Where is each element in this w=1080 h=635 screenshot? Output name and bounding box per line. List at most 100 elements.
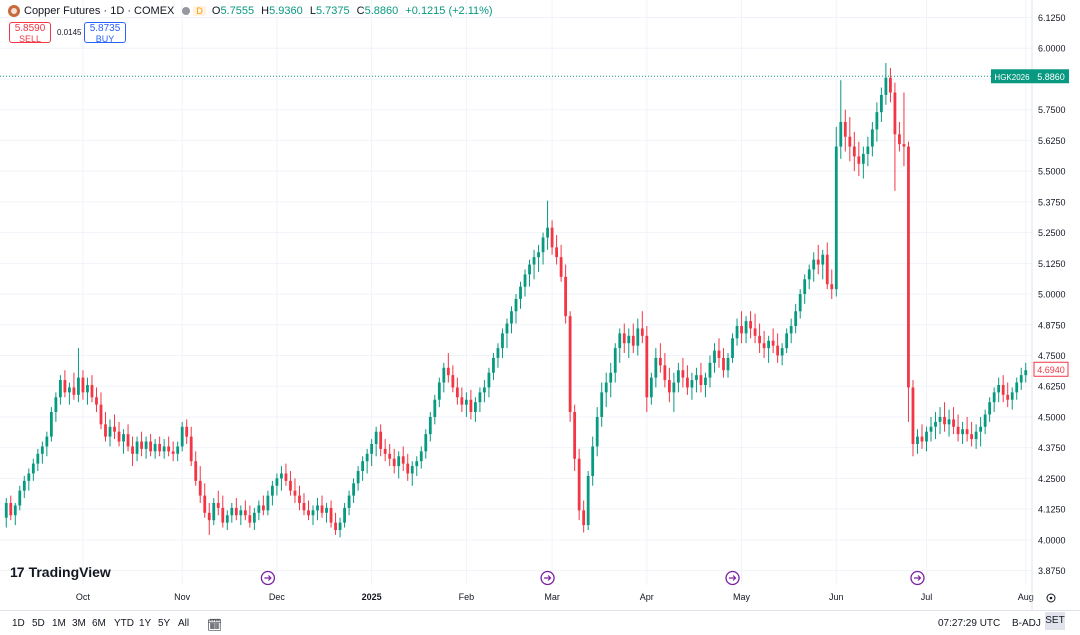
candle-body xyxy=(1006,394,1010,400)
candle-body xyxy=(582,510,586,526)
candle-body xyxy=(731,338,734,358)
candle-body xyxy=(374,431,378,444)
crosshair-tag: 4.6940 xyxy=(1037,365,1065,375)
candle-body xyxy=(216,502,220,508)
y-tick-label: 5.3750 xyxy=(1038,197,1066,207)
candle-body xyxy=(519,286,522,299)
buy-price: 5.8735 xyxy=(89,23,121,34)
open-value: 5.7555 xyxy=(220,5,255,17)
y-tick-label: 5.5000 xyxy=(1038,167,1066,177)
candle-body xyxy=(167,446,171,452)
ohlc-values: O5.7555 H5.9360 L5.7375 C5.8860 +0.1215 … xyxy=(212,5,497,17)
last-price-tag-bg xyxy=(1033,69,1069,84)
candle-body xyxy=(401,456,405,464)
x-tick-label: Mar xyxy=(544,592,560,602)
candle-body xyxy=(938,416,942,422)
candle-body xyxy=(645,335,649,398)
event-marker-icon xyxy=(260,570,276,586)
candle-body xyxy=(708,362,712,378)
candle-body xyxy=(126,434,130,447)
range-5d[interactable]: 5D xyxy=(32,618,45,629)
event-markers xyxy=(260,570,925,586)
candle-body xyxy=(22,480,26,491)
candle-body xyxy=(225,515,229,523)
candle-body xyxy=(528,264,531,275)
symbol-title[interactable]: Copper Futures · 1D · COMEX xyxy=(24,5,175,17)
range-3m[interactable]: 3M xyxy=(72,618,86,629)
candle-body xyxy=(609,372,613,383)
candle-body xyxy=(510,311,513,324)
candle-body xyxy=(352,483,356,496)
candle-body xyxy=(140,441,143,449)
candle-body xyxy=(523,274,527,287)
range-ytd[interactable]: YTD xyxy=(114,618,134,629)
adjustment-toggle[interactable]: B-ADJ xyxy=(1012,618,1041,629)
candle-body xyxy=(726,357,730,371)
axes: 6.12506.00005.87505.75005.62505.50005.37… xyxy=(0,0,1069,610)
candle-body xyxy=(257,505,261,513)
candle-body xyxy=(108,426,112,437)
buy-button[interactable]: 5.8735 BUY xyxy=(84,22,126,44)
candle-body xyxy=(63,380,67,393)
candle-body xyxy=(410,466,414,474)
candle-body xyxy=(573,412,577,459)
candle-body xyxy=(194,461,198,481)
x-tick-label: Jun xyxy=(829,592,844,602)
candle-body xyxy=(230,507,234,516)
event-marker-icon xyxy=(540,570,555,586)
range-1y[interactable]: 1Y xyxy=(139,618,152,629)
x-tick-label: Jul xyxy=(921,592,933,602)
candle-body xyxy=(798,294,802,312)
low-label: L xyxy=(309,5,316,17)
candle-body xyxy=(460,397,464,405)
candle-body xyxy=(492,357,495,373)
candle-body xyxy=(839,121,843,147)
clock-utc[interactable]: 07:27:29 UTC xyxy=(938,618,1001,629)
candle-body xyxy=(361,461,365,472)
candle-body xyxy=(415,461,419,467)
close-label: C xyxy=(356,5,365,17)
range-5y[interactable]: 5Y xyxy=(158,618,171,629)
range-1d[interactable]: 1D xyxy=(12,618,25,629)
candle-body xyxy=(762,343,766,349)
candle-body xyxy=(284,473,288,481)
candle-body xyxy=(514,298,518,312)
candle-body xyxy=(586,475,590,526)
x-tick-label: 2025 xyxy=(362,592,382,602)
candle-body xyxy=(591,446,595,476)
candle-body xyxy=(433,399,437,417)
date-range-icon[interactable]: 🗓︎ xyxy=(207,618,223,632)
x-tick-label: Dec xyxy=(269,592,286,602)
candle-body xyxy=(428,416,432,435)
candle-body xyxy=(875,112,879,130)
y-tick-label: 6.1250 xyxy=(1038,13,1066,23)
sell-button[interactable]: 5.8590 SELL xyxy=(9,22,51,44)
candle-body xyxy=(442,367,446,383)
session-button[interactable]: SET xyxy=(1045,612,1065,630)
candle-body xyxy=(464,399,468,405)
range-all[interactable]: All xyxy=(178,618,190,629)
range-1m[interactable]: 1M xyxy=(52,618,66,629)
tradingview-logo[interactable]: 17 TradingView xyxy=(10,564,111,580)
candle-body xyxy=(266,495,270,511)
candlestick-chart[interactable]: 6.12506.00005.87505.75005.62505.50005.37… xyxy=(0,0,1080,610)
event-marker-icon xyxy=(725,570,740,586)
y-tick-label: 4.8750 xyxy=(1038,320,1066,330)
x-tick-label: Nov xyxy=(174,592,191,602)
candle-body xyxy=(54,397,58,413)
y-tick-label: 5.0000 xyxy=(1038,290,1066,300)
candle-body xyxy=(613,348,617,373)
candle-body xyxy=(234,507,238,516)
candle-body xyxy=(95,397,98,405)
candle-body xyxy=(704,377,707,385)
candle-body xyxy=(406,463,410,474)
candle-body xyxy=(753,328,757,336)
candle-body xyxy=(446,367,450,376)
candle-body xyxy=(451,375,455,388)
candle-body xyxy=(898,134,901,145)
candle-body xyxy=(365,453,369,462)
candle-body xyxy=(221,507,225,523)
range-6m[interactable]: 6M xyxy=(92,618,106,629)
candle-body xyxy=(631,335,635,346)
